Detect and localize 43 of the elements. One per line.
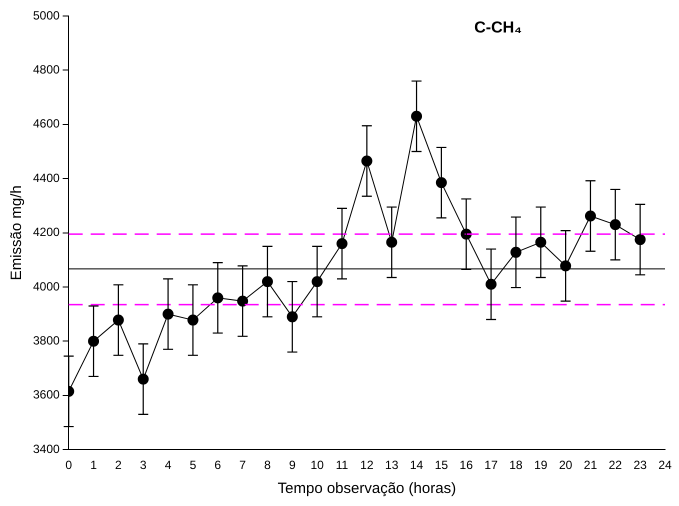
x-tick-label: 8 [264,458,272,472]
x-tick-label: 2 [115,458,122,472]
x-tick-label: 17 [484,458,498,472]
x-tick-label: 1 [90,458,98,472]
x-tick-label: 10 [310,458,324,472]
x-tick-label: 14 [410,458,424,472]
point [336,238,348,250]
chart-title: C-CH₄ [474,19,522,36]
y-tick-label: 3600 [32,388,60,402]
y-tick-label: 4200 [32,225,60,240]
y-tick-label: 3800 [32,334,60,348]
y-tick-label: 4000 [32,279,60,294]
x-tick-label: 7 [239,458,246,472]
point [162,308,174,320]
x-tick-label: 3 [140,458,147,472]
x-tick-label: 0 [65,458,72,472]
x-tick-label: 12 [360,458,374,472]
point [584,210,596,222]
x-tick-label: 13 [385,458,399,472]
x-tick-label: 16 [460,458,474,472]
x-tick-label: 20 [558,458,573,472]
y-axis-title: Emissão mg/h [8,185,26,280]
x-tick-label: 15 [434,458,448,472]
x-tick-label: 4 [164,458,172,472]
y-tick-label: 4800 [32,62,60,77]
point [112,314,124,326]
x-tick-label: 21 [584,458,598,472]
x-tick-label: 5 [190,458,197,472]
point [262,276,273,288]
y-tick-label: 4600 [32,116,60,131]
x-tick-label: 18 [509,458,523,472]
y-tick-label: 3400 [32,442,60,456]
point [187,314,198,326]
x-tick-label: 6 [214,458,222,472]
y-tick-label: 4400 [32,170,60,185]
y-tick-label: 5000 [32,8,60,22]
x-tick-label: 22 [608,458,622,472]
x-tick-label: 24 [658,458,672,472]
x-tick-label: 23 [633,458,648,472]
x-axis-title: Tempo observação (horas) [278,480,456,498]
x-tick-label: 9 [288,458,296,472]
x-tick-label: 11 [336,458,349,472]
x-tick-label: 19 [534,458,548,472]
